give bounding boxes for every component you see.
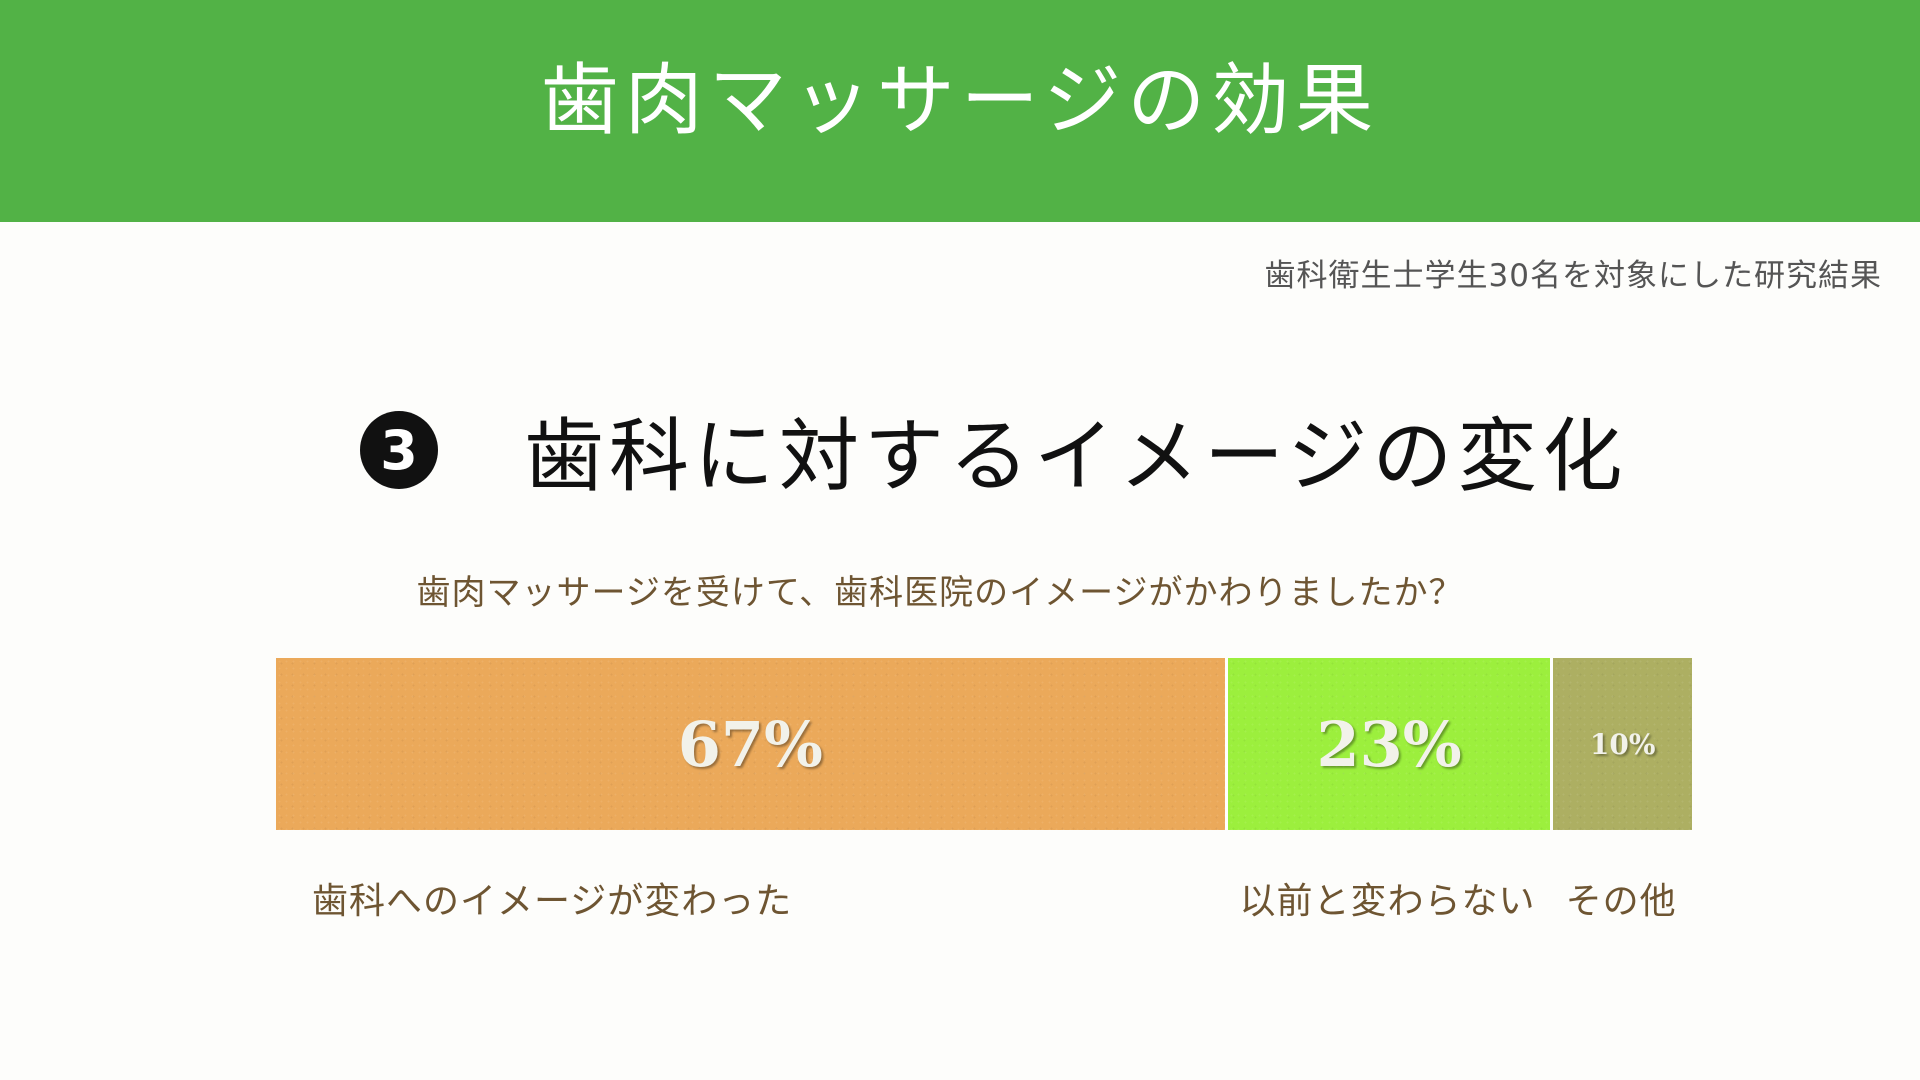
section-number-badge: 3 — [360, 411, 438, 489]
category-label-changed: 歯科へのイメージが変わった — [312, 881, 793, 922]
category-label-unchanged: 以前と変わらない — [1239, 881, 1536, 922]
category-label-other: その他 — [1565, 881, 1677, 922]
bar-segment-changed: 67% — [276, 658, 1225, 830]
page-title: 歯肉マッサージの効果 — [540, 56, 1380, 146]
survey-question: 歯肉マッサージを受けて、歯科医院のイメージがかわりましたか？ — [416, 573, 1464, 613]
study-note: 歯科衛生士学生30名を対象にした研究結果 — [1264, 258, 1882, 294]
section-heading: 3 歯科に対するイメージの変化 — [360, 405, 1627, 503]
section-title: 歯科に対するイメージの変化 — [524, 410, 1628, 503]
header-bar: 歯肉マッサージの効果 — [0, 0, 1920, 222]
bar-segment-other: 10% — [1550, 658, 1692, 830]
data-label: 10% — [1589, 727, 1656, 761]
data-label: 23% — [1316, 707, 1462, 781]
stacked-bar-chart: 67% 23% 10% — [276, 658, 1692, 830]
data-label: 67% — [677, 707, 823, 781]
bar-segment-unchanged: 23% — [1224, 658, 1551, 830]
